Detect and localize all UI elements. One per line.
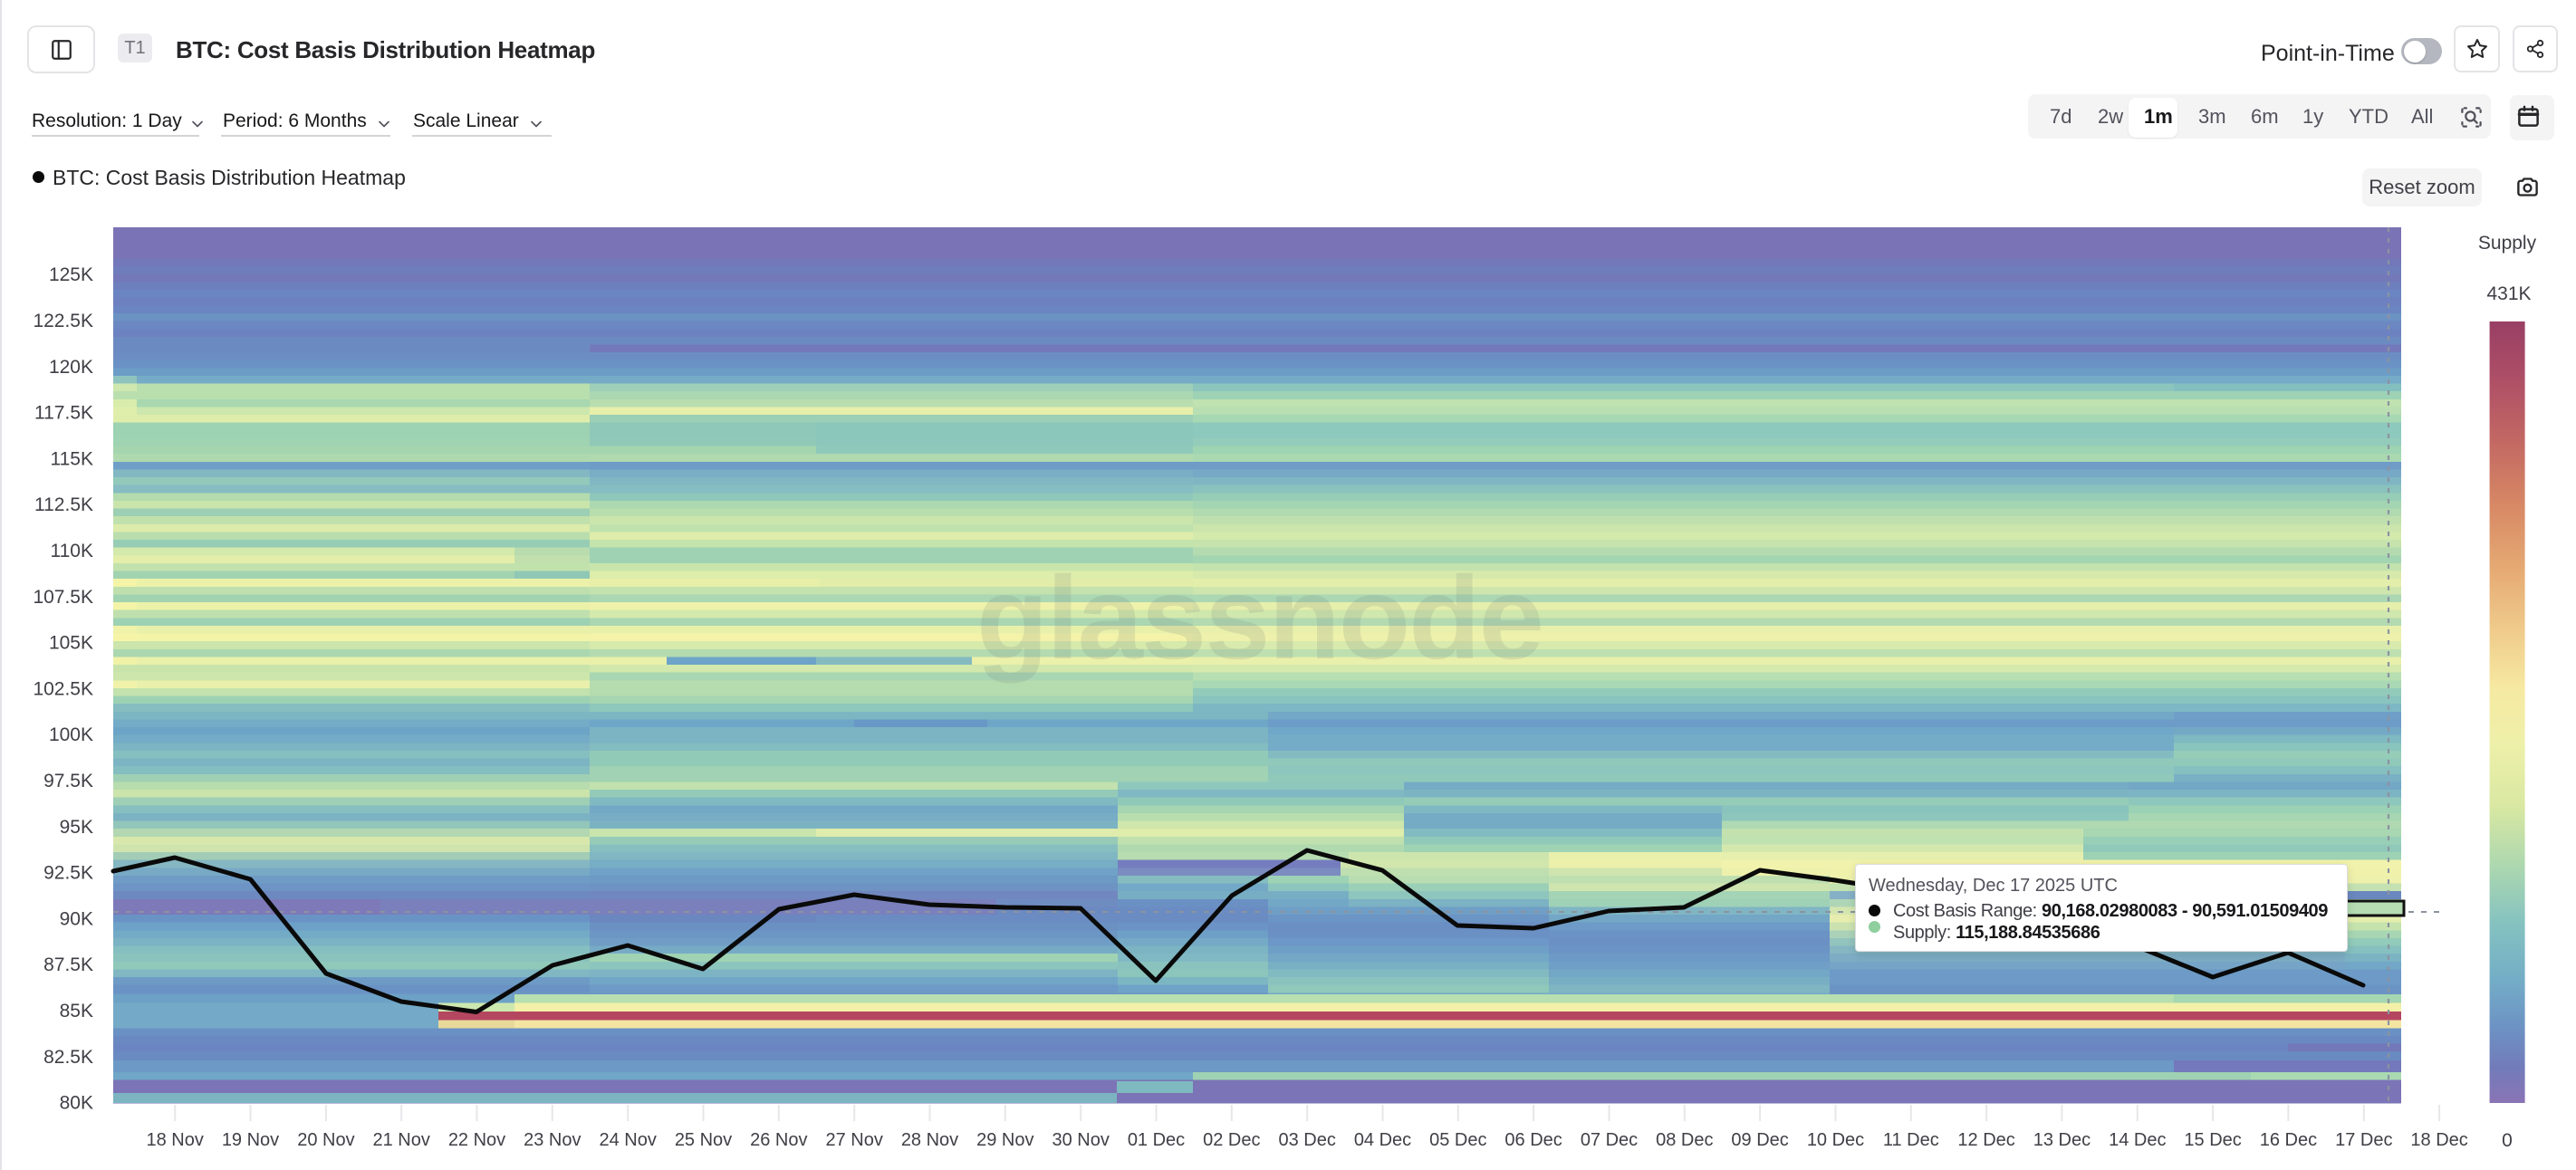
svg-text:13 Dec: 13 Dec bbox=[2033, 1130, 2091, 1150]
svg-text:90K: 90K bbox=[60, 908, 93, 929]
svg-text:120K: 120K bbox=[49, 357, 93, 378]
svg-text:10 Dec: 10 Dec bbox=[1807, 1130, 1864, 1150]
svg-text:20 Nov: 20 Nov bbox=[297, 1130, 354, 1150]
svg-text:28 Nov: 28 Nov bbox=[901, 1130, 958, 1150]
svg-text:08 Dec: 08 Dec bbox=[1656, 1130, 1713, 1150]
svg-text:14 Dec: 14 Dec bbox=[2109, 1130, 2166, 1150]
svg-text:22 Nov: 22 Nov bbox=[448, 1130, 505, 1150]
svg-text:04 Dec: 04 Dec bbox=[1354, 1130, 1411, 1150]
svg-text:112.5K: 112.5K bbox=[34, 494, 93, 515]
svg-text:82.5K: 82.5K bbox=[43, 1047, 93, 1068]
svg-text:431K: 431K bbox=[2486, 283, 2531, 304]
svg-text:0: 0 bbox=[2502, 1130, 2513, 1151]
svg-text:26 Nov: 26 Nov bbox=[750, 1130, 807, 1150]
svg-text:97.5K: 97.5K bbox=[43, 771, 93, 791]
svg-text:125K: 125K bbox=[49, 264, 93, 285]
svg-text:12 Dec: 12 Dec bbox=[1957, 1130, 2014, 1150]
svg-text:16 Dec: 16 Dec bbox=[2260, 1130, 2317, 1150]
svg-text:03 Dec: 03 Dec bbox=[1279, 1130, 1336, 1150]
svg-text:117.5K: 117.5K bbox=[34, 403, 93, 424]
svg-text:18 Dec: 18 Dec bbox=[2410, 1130, 2467, 1150]
svg-text:110K: 110K bbox=[51, 541, 94, 561]
svg-text:115K: 115K bbox=[51, 448, 94, 469]
svg-text:21 Nov: 21 Nov bbox=[373, 1130, 430, 1150]
svg-text:18 Nov: 18 Nov bbox=[147, 1130, 204, 1150]
svg-text:102.5K: 102.5K bbox=[33, 678, 93, 699]
svg-text:100K: 100K bbox=[49, 724, 93, 745]
svg-text:09 Dec: 09 Dec bbox=[1731, 1130, 1788, 1150]
svg-text:25 Nov: 25 Nov bbox=[675, 1130, 732, 1150]
svg-text:105K: 105K bbox=[49, 633, 93, 654]
svg-text:11 Dec: 11 Dec bbox=[1883, 1130, 1939, 1150]
svg-text:107.5K: 107.5K bbox=[33, 587, 93, 608]
svg-text:95K: 95K bbox=[60, 817, 93, 838]
svg-text:87.5K: 87.5K bbox=[43, 954, 93, 975]
svg-text:80K: 80K bbox=[60, 1093, 93, 1114]
svg-text:24 Nov: 24 Nov bbox=[600, 1130, 657, 1150]
svg-text:02 Dec: 02 Dec bbox=[1203, 1130, 1260, 1150]
svg-text:07 Dec: 07 Dec bbox=[1581, 1130, 1638, 1150]
svg-text:06 Dec: 06 Dec bbox=[1504, 1130, 1562, 1150]
svg-text:92.5K: 92.5K bbox=[43, 863, 93, 884]
svg-text:17 Dec: 17 Dec bbox=[2335, 1130, 2392, 1150]
svg-text:85K: 85K bbox=[60, 1001, 93, 1021]
svg-text:19 Nov: 19 Nov bbox=[222, 1130, 279, 1150]
svg-text:122.5K: 122.5K bbox=[33, 311, 93, 331]
svg-text:27 Nov: 27 Nov bbox=[826, 1130, 883, 1150]
svg-text:05 Dec: 05 Dec bbox=[1429, 1130, 1486, 1150]
svg-text:23 Nov: 23 Nov bbox=[524, 1130, 581, 1150]
svg-text:01 Dec: 01 Dec bbox=[1128, 1130, 1185, 1150]
svg-text:Supply: Supply bbox=[2478, 233, 2537, 254]
svg-text:15 Dec: 15 Dec bbox=[2184, 1130, 2241, 1150]
svg-text:glassnode: glassnode bbox=[976, 551, 1543, 684]
svg-text:30 Nov: 30 Nov bbox=[1053, 1130, 1110, 1150]
svg-text:29 Nov: 29 Nov bbox=[976, 1130, 1033, 1150]
